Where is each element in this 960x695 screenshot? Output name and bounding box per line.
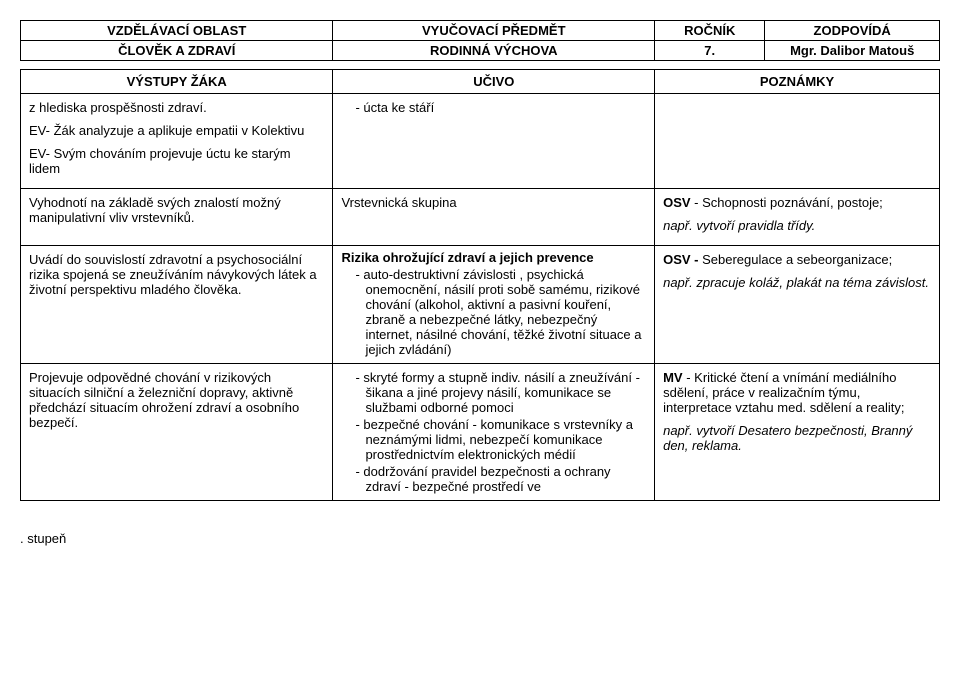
table-row: Vyhodnotí na základě svých znalostí možn… <box>21 189 940 246</box>
table-row: Uvádí do souvislostí zdravotní a psychos… <box>21 246 940 364</box>
osv-text: - Schopnosti poznávání, postoje; <box>691 195 883 210</box>
header-row-1: VZDĚLÁVACÍ OBLAST VYUČOVACÍ PŘEDMĚT ROČN… <box>21 21 940 41</box>
cell-left-3: Projevuje odpovědné chování v rizikových… <box>21 364 333 501</box>
left-para: Projevuje odpovědné chování v rizikových… <box>29 370 324 430</box>
hdr-r2-c4: Mgr. Dalibor Matouš <box>765 41 940 61</box>
cell-right-1: OSV - Schopnosti poznávání, postoje; nap… <box>655 189 940 246</box>
cell-mid-3: skryté formy a stupně indiv. násilí a zn… <box>333 364 655 501</box>
mid-list: auto-destruktivní závislosti , psychická… <box>341 267 646 357</box>
mv-text: - Kritické čtení a vnímání mediálního sd… <box>663 370 904 415</box>
mid-item: auto-destruktivní závislosti , psychická… <box>355 267 646 357</box>
mv-label: MV <box>663 370 683 385</box>
right-mv: MV - Kritické čtení a vnímání mediálního… <box>663 370 931 415</box>
right-osv: OSV - Seberegulace a sebeorganizace; <box>663 252 931 267</box>
header-table: VZDĚLÁVACÍ OBLAST VYUČOVACÍ PŘEDMĚT ROČN… <box>20 20 940 61</box>
cell-mid-1: Vrstevnická skupina <box>333 189 655 246</box>
osv-label: OSV <box>663 195 690 210</box>
cell-right-2: OSV - Seberegulace a sebeorganizace; nap… <box>655 246 940 364</box>
mid-list: skryté formy a stupně indiv. násilí a zn… <box>341 370 646 494</box>
mid-plain: Vrstevnická skupina <box>341 195 646 210</box>
footer-note: . stupeň <box>20 531 940 546</box>
right-osv: OSV - Schopnosti poznávání, postoje; <box>663 195 931 210</box>
left-para: Uvádí do souvislostí zdravotní a psychos… <box>29 252 324 297</box>
mid-item: úcta ke stáří <box>355 100 646 115</box>
mid-heading: Rizika ohrožující zdraví a jejich preven… <box>341 250 646 265</box>
mid-item: skryté formy a stupně indiv. násilí a zn… <box>355 370 646 415</box>
right-italic: např. vytvoří Desatero bezpečnosti, Bran… <box>663 423 931 453</box>
table-row: z hlediska prospěšnosti zdraví. EV- Žák … <box>21 94 940 189</box>
subhead-c1: VÝSTUPY ŽÁKA <box>21 70 333 94</box>
hdr-r1-c4: ZODPOVÍDÁ <box>765 21 940 41</box>
cell-left-2: Uvádí do souvislostí zdravotní a psychos… <box>21 246 333 364</box>
hdr-r2-c3: 7. <box>655 41 765 61</box>
osv-text: Seberegulace a sebeorganizace; <box>699 252 893 267</box>
cell-mid-2: Rizika ohrožující zdraví a jejich preven… <box>333 246 655 364</box>
left-para: z hlediska prospěšnosti zdraví. <box>29 100 324 115</box>
main-table: VÝSTUPY ŽÁKA UČIVO POZNÁMKY z hlediska p… <box>20 69 940 501</box>
hdr-r2-c2: RODINNÁ VÝCHOVA <box>333 41 655 61</box>
table-row: Projevuje odpovědné chování v rizikových… <box>21 364 940 501</box>
hdr-r1-c2: VYUČOVACÍ PŘEDMĚT <box>333 21 655 41</box>
subhead-row: VÝSTUPY ŽÁKA UČIVO POZNÁMKY <box>21 70 940 94</box>
left-para: Vyhodnotí na základě svých znalostí možn… <box>29 195 324 225</box>
mid-item: dodržování pravidel bezpečnosti a ochran… <box>355 464 646 494</box>
hdr-r1-c3: ROČNÍK <box>655 21 765 41</box>
cell-right-3: MV - Kritické čtení a vnímání mediálního… <box>655 364 940 501</box>
right-italic: např. vytvoří pravidla třídy. <box>663 218 931 233</box>
header-row-2: ČLOVĚK A ZDRAVÍ RODINNÁ VÝCHOVA 7. Mgr. … <box>21 41 940 61</box>
cell-mid-0: úcta ke stáří <box>333 94 655 189</box>
right-italic: např. zpracuje koláž, plakát na téma záv… <box>663 275 931 290</box>
hdr-r2-c1: ČLOVĚK A ZDRAVÍ <box>21 41 333 61</box>
subhead-c3: POZNÁMKY <box>655 70 940 94</box>
left-para: EV- Žák analyzuje a aplikuje empatii v K… <box>29 123 324 138</box>
osv-label: OSV - <box>663 252 698 267</box>
subhead-c2: UČIVO <box>333 70 655 94</box>
mid-item: bezpečné chování - komunikace s vrstevní… <box>355 417 646 462</box>
left-para: EV- Svým chováním projevuje úctu ke star… <box>29 146 324 176</box>
mid-list: úcta ke stáří <box>341 100 646 115</box>
cell-left-1: Vyhodnotí na základě svých znalostí možn… <box>21 189 333 246</box>
cell-right-0 <box>655 94 940 189</box>
hdr-r1-c1: VZDĚLÁVACÍ OBLAST <box>21 21 333 41</box>
cell-left-0: z hlediska prospěšnosti zdraví. EV- Žák … <box>21 94 333 189</box>
